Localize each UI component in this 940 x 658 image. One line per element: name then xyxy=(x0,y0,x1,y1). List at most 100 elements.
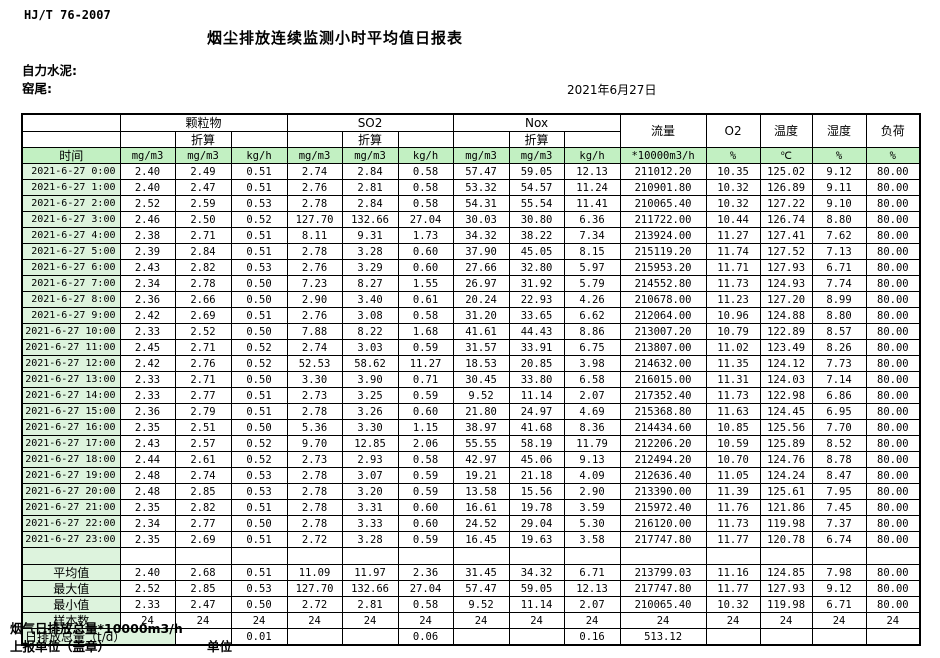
header-converted-so2: 折算 xyxy=(341,131,399,148)
value-cell: 0.59 xyxy=(397,531,454,548)
header-blank-cell xyxy=(21,131,121,148)
spacer-row xyxy=(21,547,921,565)
value-cell: 4.09 xyxy=(563,467,621,484)
time-cell: 2021-6-27 12:00 xyxy=(21,355,121,372)
value-cell: 214552.80 xyxy=(619,275,707,292)
value-cell: 215119.20 xyxy=(619,243,707,260)
time-cell: 2021-6-27 4:00 xyxy=(21,227,121,244)
summary-value-cell: 24 xyxy=(865,612,921,629)
time-cell: 2021-6-27 11:00 xyxy=(21,339,121,356)
summary-value-cell: 2.33 xyxy=(119,596,176,613)
value-cell: 124.03 xyxy=(759,371,813,388)
time-cell: 2021-6-27 3:00 xyxy=(21,211,121,228)
value-cell: 37.90 xyxy=(452,243,510,260)
value-cell: 2.61 xyxy=(174,451,232,468)
page-title: 烟尘排放连续监测小时平均值日报表 xyxy=(206,29,463,47)
value-cell: 4.69 xyxy=(563,403,621,420)
value-cell: 8.52 xyxy=(811,435,867,452)
value-cell: 8.57 xyxy=(811,323,867,340)
time-cell: 2021-6-27 17:00 xyxy=(21,435,121,452)
value-cell: 3.98 xyxy=(563,355,621,372)
value-cell: 2.44 xyxy=(119,451,176,468)
value-cell: 7.34 xyxy=(563,227,621,244)
value-cell: 0.52 xyxy=(230,211,288,228)
time-cell: 2021-6-27 19:00 xyxy=(21,467,121,484)
value-cell: 126.74 xyxy=(759,211,813,228)
summary-value-cell: 2.36 xyxy=(397,564,454,581)
summary-value-cell: 9.12 xyxy=(811,580,867,597)
value-cell: 6.75 xyxy=(563,339,621,356)
unit-cell: mg/m3 xyxy=(286,147,343,164)
value-cell: 213807.00 xyxy=(619,339,707,356)
summary-value-cell: 0.53 xyxy=(230,580,288,597)
value-cell: 24.52 xyxy=(452,515,510,532)
daily-total-label-cell: 日排放总量（t/d） xyxy=(21,628,176,646)
value-cell: 31.92 xyxy=(508,275,565,292)
header-subgroup-row: 折算 折算 折算 xyxy=(21,131,920,148)
time-cell: 2021-6-27 6:00 xyxy=(21,259,121,276)
value-cell: 11.63 xyxy=(705,403,761,420)
table-row: 2021-6-27 15:00 2.36 2.79 0.51 2.78 3.26 0.60 2… xyxy=(21,403,921,420)
value-cell: 80.00 xyxy=(865,275,921,292)
value-cell: 2.59 xyxy=(174,195,232,212)
value-cell: 2.77 xyxy=(174,387,232,404)
summary-value-cell: 24 xyxy=(174,612,232,629)
header-blank-cell xyxy=(397,131,454,148)
value-cell: 34.32 xyxy=(452,227,510,244)
value-cell: 22.93 xyxy=(508,291,565,308)
value-cell: 214434.60 xyxy=(619,419,707,436)
unit-cell: kg/h xyxy=(230,147,288,164)
blank-cell xyxy=(811,547,867,565)
blank-cell xyxy=(619,547,707,565)
value-cell: 2.40 xyxy=(119,179,176,196)
time-cell: 2021-6-27 23:00 xyxy=(21,531,121,548)
summary-value-cell: 11.16 xyxy=(705,564,761,581)
value-cell: 80.00 xyxy=(865,243,921,260)
unit-cell: mg/m3 xyxy=(452,147,510,164)
table-row: 2021-6-27 17:00 2.43 2.57 0.52 9.70 12.85 2.06… xyxy=(21,435,921,452)
table-row: 2021-6-27 11:00 2.45 2.71 0.52 2.74 3.03 0.59 3… xyxy=(21,339,921,356)
value-cell: 5.30 xyxy=(563,515,621,532)
value-cell: 33.91 xyxy=(508,339,565,356)
value-cell: 0.71 xyxy=(397,371,454,388)
summary-row: 平均值 2.40 2.68 0.51 11.09 11.97 2.36 31.45 34.32 6… xyxy=(21,564,921,581)
value-cell: 2.06 xyxy=(397,435,454,452)
value-cell: 7.45 xyxy=(811,499,867,516)
value-cell: 2.48 xyxy=(119,483,176,500)
value-cell: 19.63 xyxy=(508,531,565,548)
value-cell: 1.68 xyxy=(397,323,454,340)
value-cell: 31.20 xyxy=(452,307,510,324)
value-cell: 80.00 xyxy=(865,355,921,372)
value-cell: 20.24 xyxy=(452,291,510,308)
value-cell: 10.59 xyxy=(705,435,761,452)
blank-cell xyxy=(759,547,813,565)
value-cell: 10.35 xyxy=(705,163,761,180)
value-cell: 2.78 xyxy=(174,275,232,292)
time-cell: 2021-6-27 13:00 xyxy=(21,371,121,388)
summary-value-cell: 2.68 xyxy=(174,564,232,581)
time-cell: 2021-6-27 18:00 xyxy=(21,451,121,468)
value-cell: 3.26 xyxy=(341,403,399,420)
summary-value-cell: 127.93 xyxy=(759,580,813,597)
value-cell: 80.00 xyxy=(865,435,921,452)
value-cell: 9.11 xyxy=(811,179,867,196)
value-cell: 45.06 xyxy=(508,451,565,468)
value-cell: 9.12 xyxy=(811,163,867,180)
blank-cell xyxy=(865,547,921,565)
summary-value-cell: 80.00 xyxy=(865,596,921,613)
value-cell: 80.00 xyxy=(865,403,921,420)
value-cell: 213924.00 xyxy=(619,227,707,244)
value-cell: 6.58 xyxy=(563,371,621,388)
value-cell: 2.35 xyxy=(119,531,176,548)
value-cell: 121.86 xyxy=(759,499,813,516)
value-cell: 2.45 xyxy=(119,339,176,356)
time-cell: 2021-6-27 22:00 xyxy=(21,515,121,532)
standard-code: HJ/T 76-2007 xyxy=(24,8,111,22)
value-cell: 0.58 xyxy=(397,179,454,196)
summary-value-cell: 24 xyxy=(230,612,288,629)
summary-value-cell: 10.32 xyxy=(705,596,761,613)
value-cell: 2.50 xyxy=(174,211,232,228)
time-cell: 2021-6-27 2:00 xyxy=(21,195,121,212)
value-cell: 0.51 xyxy=(230,387,288,404)
value-cell: 21.18 xyxy=(508,467,565,484)
